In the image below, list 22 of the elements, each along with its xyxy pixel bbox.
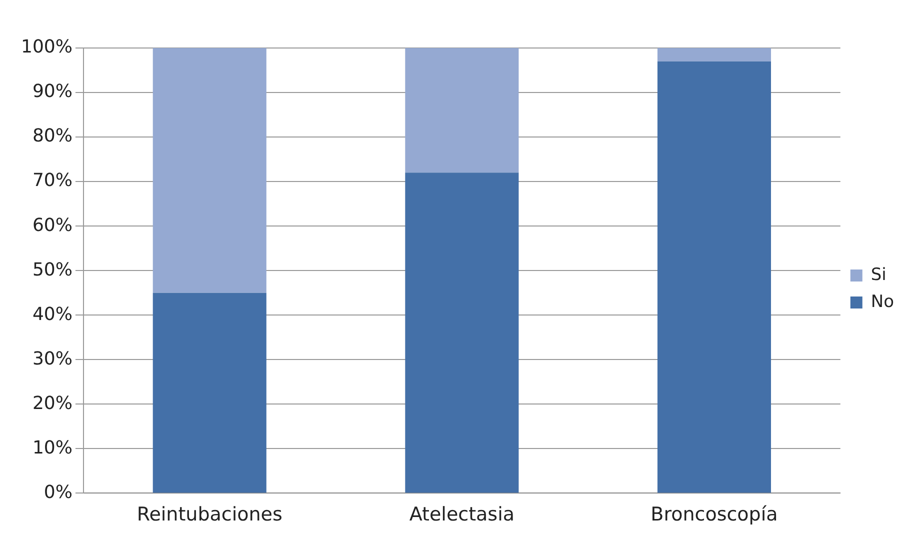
y-tick-label: 60%: [32, 214, 72, 236]
y-tick-label: 90%: [32, 81, 72, 102]
y-tick-label: 0%: [44, 482, 72, 503]
y-tick-label: 10%: [32, 437, 72, 458]
x-tick-label: Reintubaciones: [136, 504, 282, 526]
y-tick-label: 70%: [32, 170, 72, 192]
y-tick-label: 100%: [20, 36, 72, 58]
x-tick-label: Atelectasia: [409, 504, 514, 526]
y-tick-label: 50%: [32, 259, 72, 280]
bar: [405, 172, 519, 493]
bar: [657, 48, 771, 62]
y-tick-label: 30%: [32, 348, 72, 370]
legend-label: Si: [870, 264, 886, 285]
y-tick-label: 20%: [32, 392, 72, 414]
bar: [405, 48, 519, 173]
bar: [152, 292, 266, 493]
y-tick-label: 80%: [32, 126, 72, 147]
legend-label: No: [870, 292, 894, 312]
x-tick-label: Broncoscopía: [650, 504, 778, 526]
bar: [657, 61, 771, 493]
bar: [152, 48, 266, 293]
y-tick-label: 40%: [32, 304, 72, 325]
